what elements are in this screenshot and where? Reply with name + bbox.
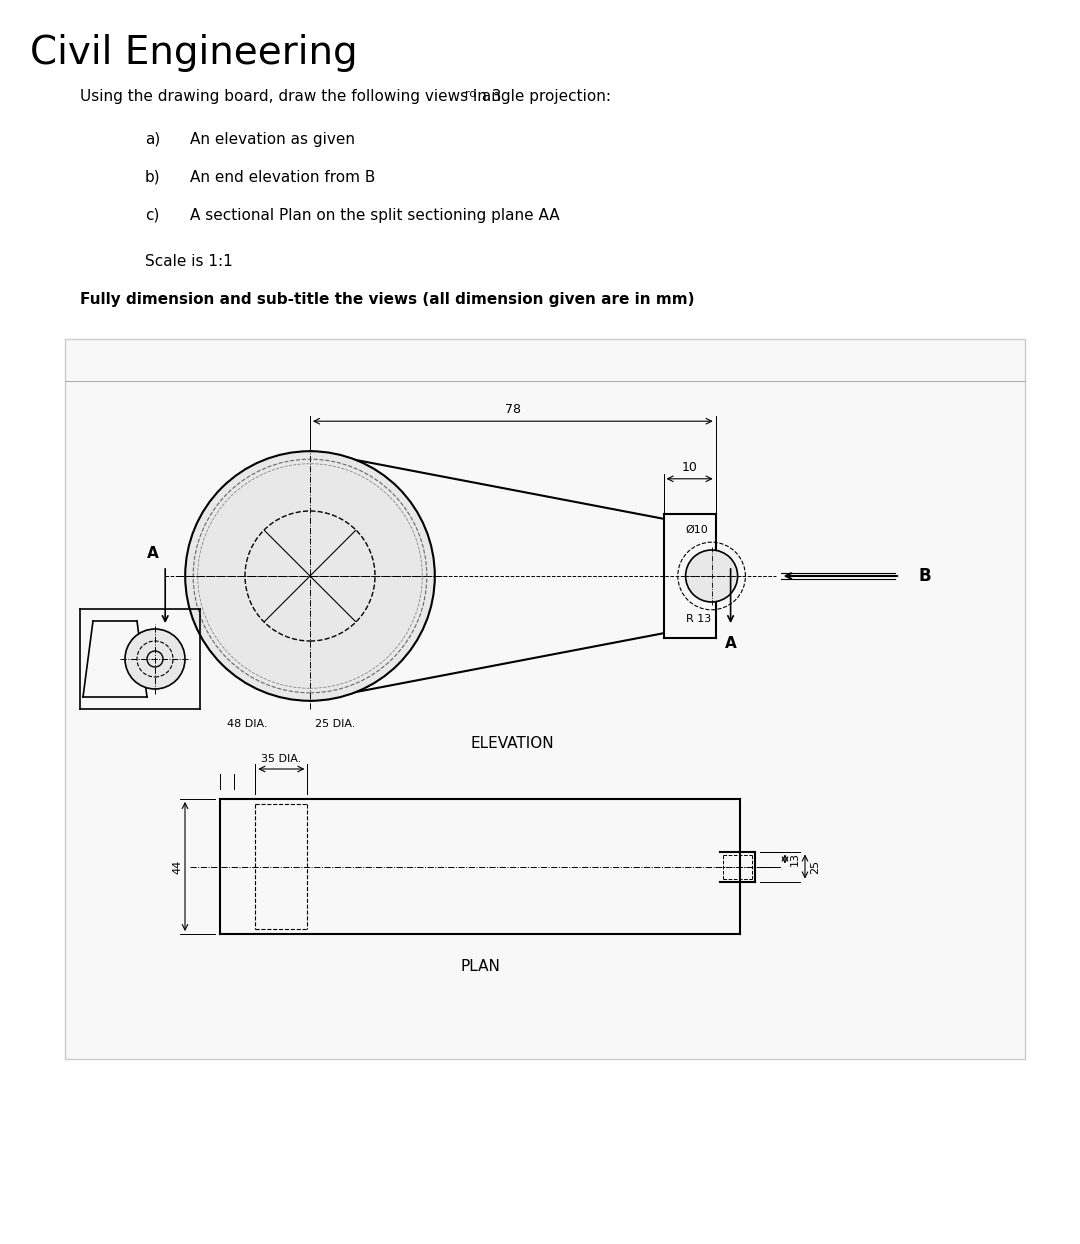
- Text: Using the drawing board, draw the following views in 3: Using the drawing board, draw the follow…: [80, 90, 501, 104]
- Text: 48 DIA.: 48 DIA.: [228, 719, 268, 729]
- Text: c): c): [145, 208, 160, 223]
- Text: A: A: [725, 636, 737, 651]
- Text: a): a): [145, 132, 160, 147]
- Text: 35 DIA.: 35 DIA.: [261, 754, 301, 764]
- Text: A sectional Plan on the split sectioning plane AA: A sectional Plan on the split sectioning…: [190, 208, 559, 223]
- Text: rd: rd: [465, 90, 476, 100]
- Text: An end elevation from B: An end elevation from B: [190, 170, 376, 185]
- Text: PLAN: PLAN: [460, 959, 500, 974]
- Text: Scale is 1:1: Scale is 1:1: [145, 254, 233, 269]
- Text: Civil Engineering: Civil Engineering: [30, 34, 357, 72]
- Text: 25: 25: [810, 860, 820, 873]
- Text: Ø10: Ø10: [685, 525, 708, 535]
- Text: b): b): [145, 170, 161, 185]
- Circle shape: [686, 550, 738, 602]
- Text: 44: 44: [172, 860, 183, 873]
- Text: B: B: [918, 567, 931, 585]
- Text: An elevation as given: An elevation as given: [190, 132, 355, 147]
- Circle shape: [185, 452, 435, 700]
- FancyBboxPatch shape: [65, 340, 1025, 1059]
- Text: angle projection:: angle projection:: [477, 90, 611, 104]
- Circle shape: [125, 629, 185, 689]
- Text: Fully dimension and sub-title the views (all dimension given are in mm): Fully dimension and sub-title the views …: [80, 292, 694, 307]
- Text: ELEVATION: ELEVATION: [471, 735, 555, 751]
- Text: 25 DIA.: 25 DIA.: [314, 719, 355, 729]
- Text: A: A: [147, 546, 159, 561]
- Text: R 13: R 13: [686, 615, 712, 624]
- Text: 78: 78: [504, 403, 521, 417]
- Text: 10: 10: [681, 460, 698, 474]
- Text: 13: 13: [789, 852, 800, 866]
